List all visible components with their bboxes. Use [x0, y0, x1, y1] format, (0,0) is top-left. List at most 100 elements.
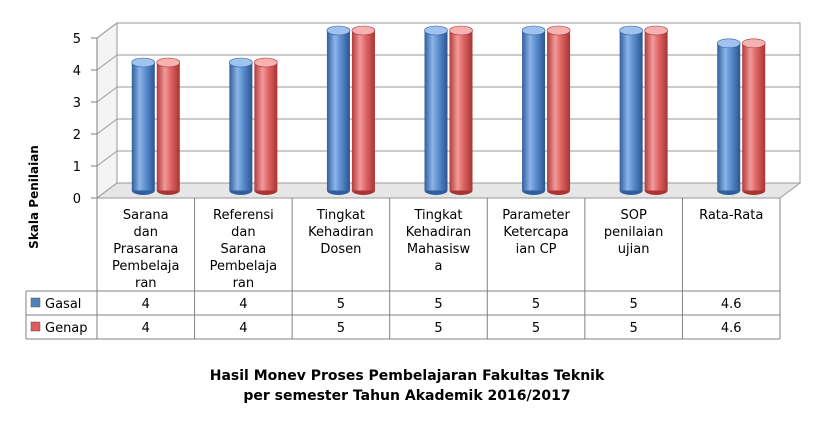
bar-body: [522, 30, 546, 191]
bar-body: [424, 30, 448, 191]
chart-title-line-2: per semester Tahun Akademik 2016/2017: [243, 388, 571, 404]
side-wall: [96, 22, 118, 199]
bar-top: [741, 38, 766, 49]
legend-label-genap: Genap: [45, 321, 88, 336]
data-label-genap-1: 4: [239, 321, 247, 336]
bar-body: [717, 43, 741, 191]
bar-body: [254, 62, 278, 191]
category-label-line: Kehadiran: [308, 225, 374, 240]
y-axis-label: Skala Penilaian: [27, 145, 41, 249]
bar-body: [619, 30, 643, 191]
category-label-line: Mahasisw: [407, 242, 471, 257]
bar-top: [546, 25, 571, 36]
data-label-gasal-6: 4.6: [721, 297, 742, 312]
category-label-line: dan: [231, 225, 255, 240]
grid-line: [96, 22, 800, 39]
bar-body: [229, 62, 253, 191]
bar-top: [254, 57, 278, 68]
data-label-gasal-1: 4: [239, 297, 247, 312]
bar-genap-4: [546, 25, 571, 195]
category-label-line: SOP: [620, 208, 646, 223]
category-label-line: Rata-Rata: [699, 208, 763, 223]
bar-gasal-0: [131, 57, 156, 195]
category-label-6: Rata-Rata: [699, 208, 763, 223]
bar-top: [326, 25, 351, 36]
category-label-line: Tingkat: [316, 208, 365, 223]
data-label-gasal-4: 5: [532, 297, 540, 312]
category-label-line: Referensi: [213, 208, 274, 223]
bar-top: [716, 38, 741, 49]
data-label-genap-3: 5: [434, 321, 442, 336]
bar-top: [156, 57, 181, 68]
y-tick-label: 4: [73, 64, 81, 79]
data-table: Sarana dan Prasarana Pembelaja ran Referensi d…: [25, 198, 781, 340]
category-label-2: Tingkat Kehadiran Dosen: [308, 208, 374, 257]
bar-genap-0: [156, 57, 181, 195]
category-label-0: Sarana dan Prasarana Pembelaja ran: [112, 208, 179, 291]
legend-label-gasal: Gasal: [45, 297, 81, 312]
bar-top: [449, 25, 473, 36]
category-label-line: ran: [233, 276, 255, 291]
y-tick-label: 0: [73, 192, 81, 207]
plot-area: [96, 22, 801, 199]
bar-genap-2: [351, 25, 376, 195]
y-tick-label: 5: [73, 32, 81, 47]
category-label-line: penilaian: [604, 225, 664, 240]
bar-body: [351, 30, 375, 191]
data-label-gasal-2: 5: [337, 297, 345, 312]
plot-floor: [95, 182, 802, 199]
category-label-line: Tingkat: [413, 208, 462, 223]
category-label-line: Sarana: [220, 242, 266, 257]
category-label-3: Tingkat Kehadiran Mahasisw a: [406, 208, 472, 274]
bar-top: [619, 25, 643, 36]
bar-body: [547, 30, 571, 191]
bar-gasal-5: [619, 25, 643, 195]
category-label-line: Pembelaja: [210, 259, 277, 274]
category-label-line: Ketercapa: [503, 225, 568, 240]
category-label-line: ran: [135, 276, 157, 291]
data-label-gasal-5: 5: [630, 297, 638, 312]
category-label-line: Dosen: [320, 242, 361, 257]
bar-body: [156, 62, 180, 191]
data-label-gasal-0: 4: [142, 297, 150, 312]
bar-gasal-3: [424, 25, 448, 195]
category-label-line: a: [435, 259, 443, 274]
grid-line: [96, 54, 800, 71]
bar-gasal-1: [229, 57, 253, 195]
legend-key-genap: [30, 321, 41, 332]
bar-genap-6: [741, 38, 766, 195]
category-label-line: ujian: [618, 242, 650, 257]
bar-body: [131, 62, 155, 191]
bar-gasal-2: [326, 25, 351, 195]
category-label-line: Pembelaja: [112, 259, 179, 274]
bar-body: [742, 43, 766, 191]
data-label-genap-6: 4.6: [721, 321, 742, 336]
category-label-line: dan: [134, 225, 158, 240]
grid-line: [96, 86, 800, 103]
bar-top: [229, 57, 253, 68]
category-label-line: Prasarana: [113, 242, 178, 257]
floor-surface: [95, 182, 802, 199]
bar-top: [351, 25, 376, 36]
bar-gasal-4: [521, 25, 546, 195]
grid-line: [96, 150, 800, 167]
y-tick-label: 3: [73, 96, 81, 111]
bar-chart: 0 1 2 3 4 5 Skala Penilaian Sarana dan Prasaran…: [25, 22, 802, 340]
category-label-line: Parameter: [502, 208, 570, 223]
bar-top: [131, 57, 156, 68]
data-label-genap-0: 4: [142, 321, 150, 336]
bar-body: [644, 30, 668, 191]
category-label-5: SOP penilaian ujian: [604, 208, 664, 257]
bar-top: [521, 25, 546, 36]
chart-title: Hasil Monev Proses Pembelajaran Fakultas…: [0, 366, 814, 406]
bar-gasal-6: [716, 38, 741, 195]
grid-line: [96, 118, 800, 135]
data-label-genap-5: 5: [630, 321, 638, 336]
bar-genap-5: [644, 25, 668, 195]
category-label-1: Referensi dan Sarana Pembelaja ran: [210, 208, 277, 291]
chart-title-line-1: Hasil Monev Proses Pembelajaran Fakultas…: [209, 368, 605, 384]
bar-genap-3: [449, 25, 473, 195]
category-label-line: Kehadiran: [406, 225, 472, 240]
bar-body: [326, 30, 350, 191]
bar-body: [449, 30, 473, 191]
